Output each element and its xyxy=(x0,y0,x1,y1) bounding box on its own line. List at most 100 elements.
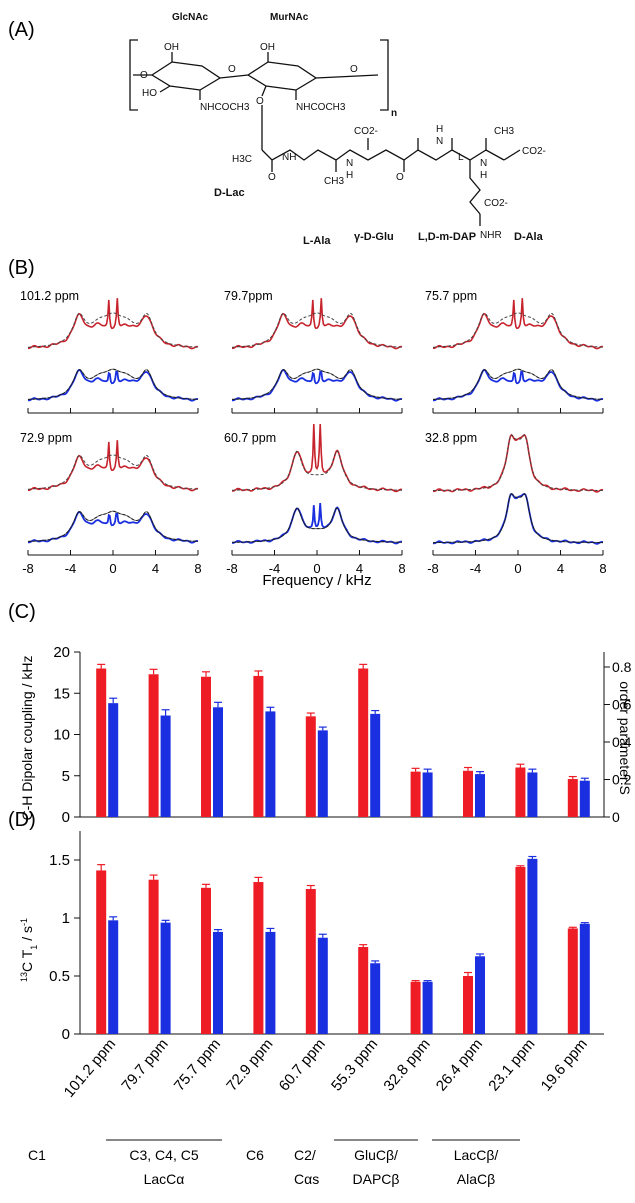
spectrum-trace-red xyxy=(27,440,199,492)
right-bracket xyxy=(380,39,389,111)
bar xyxy=(253,675,264,817)
group-label: C6 xyxy=(246,1147,264,1163)
category-label: 55.3 ppm xyxy=(328,1036,381,1095)
bar xyxy=(370,963,381,1034)
group-label: C3, C4, C5 xyxy=(129,1147,198,1163)
bar xyxy=(463,976,473,1034)
category-label: 32.8 ppm xyxy=(380,1036,433,1095)
group-sublabel: LacCα xyxy=(144,1171,185,1187)
label-h-2: H xyxy=(436,124,443,135)
spectrum-trace-black xyxy=(28,510,198,542)
spectrum-trace-dashR xyxy=(28,454,198,490)
label-h-3: H xyxy=(480,170,487,181)
bar xyxy=(96,870,107,1034)
spectrum-panel: 32.8 ppm -8 -4 0 4 8 xyxy=(425,431,607,576)
label-l: L xyxy=(458,152,464,163)
spectrum-trace-red xyxy=(231,423,403,493)
spectrum-trace-black xyxy=(232,368,402,400)
y-tick-label-right: 0 xyxy=(612,809,620,825)
spectrum-tick-label: -4 xyxy=(470,561,482,576)
spectrum-trace-red xyxy=(432,298,604,350)
spectrum-label: 60.7 ppm xyxy=(224,431,276,445)
bar xyxy=(475,956,485,1034)
spectrum-tick-label: 4 xyxy=(557,561,564,576)
spectrum-label: 79.7ppm xyxy=(224,289,273,303)
bar xyxy=(475,774,485,817)
bar xyxy=(567,928,578,1034)
bar xyxy=(265,931,276,1034)
spectrum-trace-blue xyxy=(231,502,403,545)
bar xyxy=(96,668,107,817)
bar xyxy=(201,676,211,817)
spectrum-trace-dashB xyxy=(28,510,198,542)
spectrum-tick-label: -8 xyxy=(226,561,238,576)
group-labels: C1 C3, C4, C5 LacCα C6 C2/Cαs GluCβ/DAPCβ LacC… xyxy=(28,1139,520,1187)
label-ho: HO xyxy=(142,88,157,99)
bar xyxy=(370,713,381,817)
spectrum-trace-red xyxy=(27,298,199,350)
group-label: GluCβ/ xyxy=(354,1147,398,1163)
group-label: LacCβ/ xyxy=(454,1147,499,1163)
y-tick-label: 0 xyxy=(62,809,70,826)
label-o-2: O xyxy=(228,64,236,75)
spectrum-tick-label: -4 xyxy=(269,561,281,576)
label-d-lac: D-Lac xyxy=(214,187,245,199)
bar xyxy=(305,889,316,1034)
bar xyxy=(160,922,171,1034)
category-label: 75.7 ppm xyxy=(171,1036,224,1095)
bar xyxy=(527,772,538,817)
spectrum-panel: 101.2 ppm xyxy=(20,289,199,414)
chart-c-ylabel-right: order parameter S xyxy=(617,681,633,795)
y-tick-label-right: 0.8 xyxy=(612,659,632,675)
spectrum-tick-label: 0 xyxy=(109,561,116,576)
label-co2-2: CO2- xyxy=(522,146,546,157)
spectrum-trace-dashR xyxy=(232,450,402,491)
group-sublabel: Cαs xyxy=(294,1171,319,1187)
panel-label-b: (B) xyxy=(8,257,35,279)
spectrum-tick-label: 4 xyxy=(152,561,159,576)
category-label: 101.2 ppm xyxy=(61,1036,120,1101)
label-co2-3: CO2- xyxy=(484,198,508,209)
spectrum-panel: 72.9 ppm -8 -4 0 4 8 xyxy=(20,431,202,576)
bar xyxy=(265,711,276,817)
y-tick-label: 1.5 xyxy=(49,852,70,869)
spectrum-trace-dashB xyxy=(232,368,402,400)
bar xyxy=(317,730,328,817)
spectrum-trace-dashR xyxy=(232,312,402,348)
peptide-backbone xyxy=(261,149,505,161)
label-nh: NH xyxy=(282,152,296,163)
spectrum-trace-blue xyxy=(432,492,604,545)
spectrum-tick-label: 0 xyxy=(514,561,521,576)
spectrum-trace-black xyxy=(28,368,198,400)
spectrum-label: 32.8 ppm xyxy=(425,431,477,445)
spectrum-tick-label: 8 xyxy=(398,561,405,576)
spectrum-trace-dashB xyxy=(28,368,198,400)
spectrum-label: 72.9 ppm xyxy=(20,431,72,445)
spectrum-trace-blue xyxy=(28,368,199,402)
label-nhcoch3-1: NHCOCH3 xyxy=(200,102,250,113)
y-tick-label: 0 xyxy=(62,1026,70,1043)
label-murnac: MurNAc xyxy=(270,12,309,23)
spectrum-trace-red xyxy=(432,433,604,493)
bar xyxy=(579,780,590,817)
spectrum-trace-dashR xyxy=(28,312,198,348)
bar xyxy=(148,879,159,1034)
bar xyxy=(108,920,119,1034)
bar xyxy=(515,866,526,1034)
label-ch3-2: CH3 xyxy=(494,126,514,137)
spectrum-tick-label: 8 xyxy=(599,561,606,576)
spectrum-tick-label: 4 xyxy=(356,561,363,576)
bar xyxy=(527,858,538,1034)
chart-d-ylabel: 13C T1 / s-1 xyxy=(19,918,39,982)
spectrum-trace-red xyxy=(231,298,403,350)
bar xyxy=(515,767,526,817)
label-o-4: O xyxy=(350,64,358,75)
label-n-atom-1: N xyxy=(346,158,353,169)
label-n-atom-2: N xyxy=(436,136,443,147)
bar xyxy=(305,716,316,817)
glcnac-ring xyxy=(150,61,222,91)
panel-label-a: (A) xyxy=(8,19,35,41)
bar xyxy=(410,981,421,1034)
bar xyxy=(108,703,119,817)
